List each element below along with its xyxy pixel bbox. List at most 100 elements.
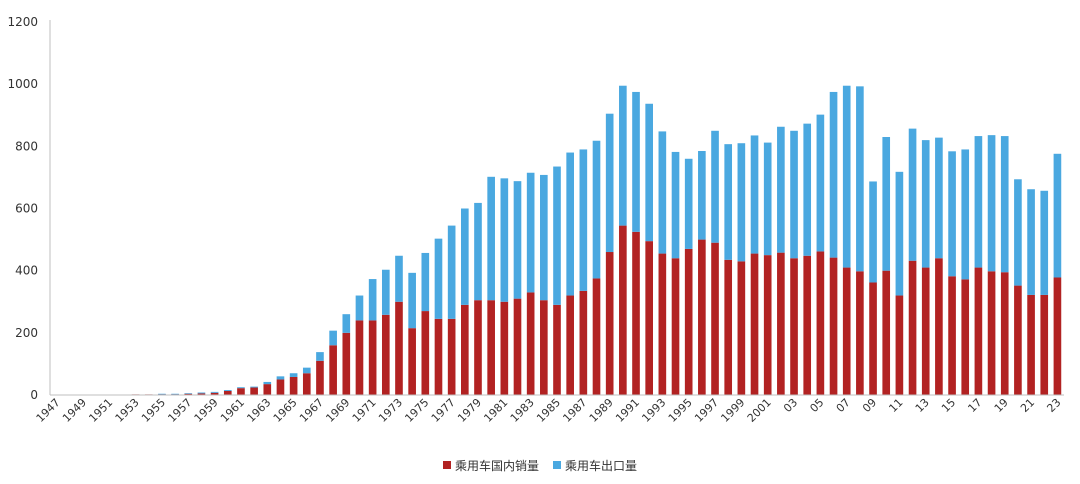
bar-export-1985: [553, 166, 561, 305]
bar-domestic-1999: [737, 261, 746, 395]
y-axis: 0 200 400 600 800 1000 1200: [7, 15, 51, 402]
x-tick-label: 13: [913, 396, 932, 415]
bar-export-2020: [1014, 179, 1022, 286]
bar-domestic-2004: [803, 255, 812, 395]
bar-domestic-2018: [987, 271, 996, 395]
bar-domestic-1973: [395, 301, 403, 395]
bar-export-1965: [289, 373, 298, 377]
bar-domestic-2023: [1053, 277, 1062, 395]
bars: [118, 85, 1062, 396]
bar-domestic-1979: [474, 300, 482, 395]
x-tick-label: 1983: [508, 396, 537, 425]
bar-export-2012: [908, 128, 917, 261]
bar-export-2004: [803, 123, 812, 256]
legend-label-export: 乘用车出口量: [565, 458, 638, 473]
bar-domestic-2021: [1027, 294, 1035, 395]
bar-export-1974: [408, 272, 416, 329]
bar-export-1978: [461, 208, 469, 305]
bar-domestic-2019: [1000, 272, 1009, 395]
bar-export-1996: [698, 151, 706, 240]
bar-export-1975: [421, 252, 430, 312]
x-tick-label: 1965: [271, 396, 300, 425]
legend-item-export: 乘用车出口量: [553, 457, 637, 474]
bar-domestic-1964: [276, 379, 285, 395]
bar-domestic-1976: [434, 318, 443, 395]
x-tick-label: 07: [834, 396, 853, 415]
x-tick-label: 1987: [560, 396, 589, 425]
bar-domestic-2007: [842, 267, 851, 395]
x-tick-label: 1981: [481, 396, 510, 425]
bar-export-1976: [434, 238, 443, 319]
bar-domestic-1975: [421, 311, 430, 395]
bar-domestic-1972: [381, 314, 390, 395]
bar-domestic-1966: [302, 373, 311, 395]
x-tick-label: 2001: [745, 396, 774, 425]
bar-export-1960: [223, 390, 232, 391]
bar-domestic-1977: [447, 318, 456, 395]
x-tick-label: 23: [1044, 396, 1063, 415]
x-tick-label: 09: [860, 396, 879, 415]
bar-export-1957: [184, 393, 193, 394]
x-tick-label: 05: [807, 396, 826, 415]
bar-export-1956: [171, 393, 179, 395]
bar-domestic-1991: [632, 231, 640, 395]
bar-domestic-1984: [540, 300, 548, 395]
bar-export-2002: [777, 126, 785, 253]
bar-domestic-2016: [961, 279, 970, 395]
bar-domestic-1978: [461, 304, 469, 395]
legend-item-domestic: 乘用车国内销量: [442, 457, 539, 474]
bar-export-1990: [619, 85, 627, 226]
bar-domestic-1967: [316, 360, 324, 395]
bar-domestic-1958: [197, 393, 206, 395]
bar-domestic-1970: [355, 320, 364, 395]
bar-export-1963: [263, 381, 272, 385]
x-tick-label: 11: [886, 396, 905, 415]
x-tick-label: 1995: [666, 396, 695, 425]
bar-domestic-1974: [408, 328, 416, 395]
bar-domestic-2001: [763, 255, 772, 396]
legend-label-domestic: 乘用车国内销量: [454, 458, 539, 473]
x-tick-label: 1971: [350, 396, 379, 425]
bar-export-2003: [790, 130, 798, 259]
bar-export-1967: [316, 352, 324, 361]
bar-export-2000: [750, 135, 759, 254]
bar-domestic-1971: [368, 320, 377, 395]
bar-domestic-1983: [526, 292, 535, 395]
bar-domestic-1960: [223, 390, 232, 395]
bar-export-2023: [1053, 153, 1062, 278]
x-tick-label: 1977: [429, 396, 458, 425]
bar-domestic-1997: [711, 242, 719, 395]
x-tick-label: 1949: [60, 396, 89, 425]
y-tick-label: 1000: [7, 77, 38, 91]
bar-export-2015: [948, 151, 956, 277]
bar-domestic-2000: [750, 253, 759, 395]
x-tick-label: 1969: [323, 396, 352, 425]
x-tick-label: 1961: [218, 396, 247, 425]
bar-domestic-1992: [645, 241, 653, 395]
x-tick-label: 1959: [192, 396, 221, 425]
legend: 乘用车国内销量 乘用车出口量: [0, 455, 1080, 475]
bar-domestic-2008: [856, 271, 864, 395]
bar-domestic-1996: [698, 239, 706, 395]
x-tick-label: 1975: [402, 396, 431, 425]
legend-swatch-domestic: [442, 461, 451, 469]
bar-domestic-1982: [513, 298, 522, 395]
x-tick-label: 1999: [718, 396, 747, 425]
bar-domestic-1986: [566, 295, 574, 395]
x-tick-label: 21: [1018, 396, 1037, 415]
bar-domestic-1993: [658, 253, 667, 395]
bar-export-1998: [724, 144, 733, 260]
bar-export-1958: [197, 392, 206, 394]
x-tick-label: 1947: [34, 396, 63, 425]
bar-domestic-2012: [908, 260, 917, 395]
bar-domestic-1965: [289, 376, 298, 395]
bar-domestic-1987: [579, 290, 588, 395]
x-tick-label: 1963: [244, 396, 273, 425]
bar-domestic-1980: [487, 300, 495, 395]
bar-domestic-2009: [869, 282, 877, 395]
bar-export-2022: [1040, 190, 1049, 295]
x-tick-label: 1993: [639, 396, 668, 425]
bar-export-1970: [355, 295, 364, 321]
x-tick-label: 17: [965, 396, 984, 415]
bar-domestic-2003: [790, 258, 798, 395]
